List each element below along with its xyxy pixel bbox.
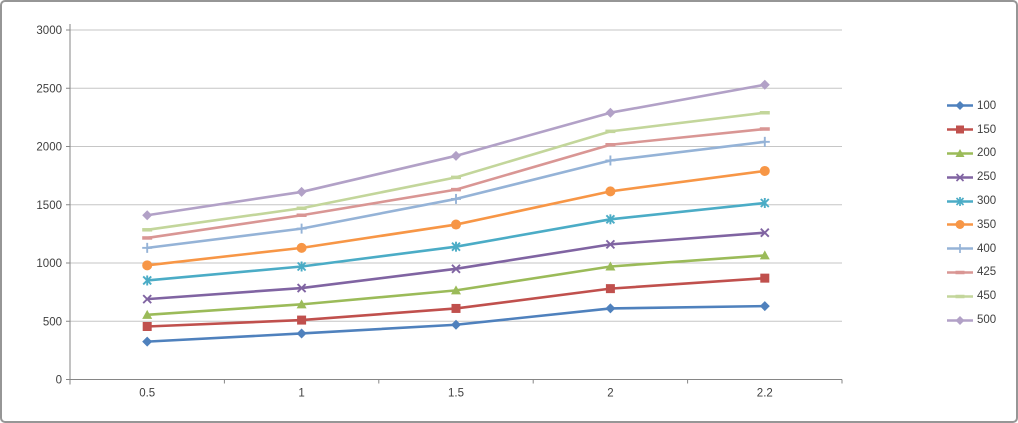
marker-stroke	[760, 228, 770, 238]
x-axis-label-1.5: 1.5	[448, 388, 464, 400]
marker-diamond	[605, 303, 616, 314]
legend-item-500: 500	[946, 308, 996, 332]
legend-item-425: 425	[946, 261, 996, 285]
series-markers-250	[142, 228, 770, 304]
asterisk-legend-marker-icon	[947, 196, 973, 206]
legend-label: 450	[977, 290, 997, 303]
legend-label: 425	[977, 266, 997, 279]
legend-item-450: 450	[946, 284, 996, 308]
marker-diamond	[759, 79, 770, 90]
legend-label: 500	[977, 314, 997, 327]
marker-triangle	[451, 285, 461, 295]
y-axis-label-500: 500	[43, 316, 62, 328]
dash-legend-marker-icon	[947, 294, 973, 299]
diamond-legend-marker-icon	[947, 101, 973, 111]
square-legend-marker-icon	[947, 125, 973, 134]
y-axis-label-0: 0	[56, 375, 62, 387]
triangle-legend-marker-icon	[947, 148, 973, 157]
marker-diamond	[142, 336, 153, 347]
marker-stroke	[451, 264, 461, 274]
legend-item-400: 400	[946, 237, 996, 261]
marker-triangle	[142, 309, 153, 319]
series-markers-425	[142, 127, 770, 240]
marker-triangle	[296, 299, 307, 309]
series-markers-150	[142, 273, 770, 331]
marker-stroke	[296, 283, 307, 293]
marker-circle	[142, 260, 153, 271]
legend-item-350: 350	[946, 213, 996, 237]
marker-stroke	[955, 173, 965, 182]
marker-square	[760, 273, 770, 283]
circle-legend-marker-icon	[947, 220, 973, 230]
x-axis-label-2: 2	[607, 388, 613, 400]
legend-item-300: 300	[946, 189, 996, 213]
marker-stroke	[605, 239, 616, 250]
marker-stroke	[142, 275, 152, 286]
marker-circle	[759, 165, 770, 176]
marker-circle	[605, 186, 616, 197]
marker-diamond	[955, 315, 965, 325]
marker-square	[297, 315, 307, 325]
plus-legend-marker-icon	[947, 244, 973, 254]
marker-diamond	[451, 150, 461, 161]
legend-item-150: 150	[946, 118, 996, 142]
x-axis-label-2.2: 2.2	[757, 388, 773, 400]
marker-stroke	[955, 196, 965, 206]
y-axis-label-2000: 2000	[36, 142, 62, 154]
legend-label: 150	[977, 123, 997, 136]
series-markers-100	[142, 301, 770, 347]
marker-diamond	[605, 107, 616, 118]
series-markers-500	[142, 79, 770, 221]
x-axis-label-1: 1	[298, 388, 304, 400]
series-markers-450	[142, 110, 770, 232]
chart-legend: 100 150 200 250 300 350 400 425 450 500	[946, 94, 996, 332]
marker-stroke	[142, 294, 152, 304]
marker-stroke	[605, 214, 616, 224]
legend-label: 250	[977, 171, 997, 184]
x-axis-label-0.5: 0.5	[139, 388, 155, 400]
legend-label: 300	[977, 195, 997, 208]
marker-diamond	[955, 101, 965, 111]
marker-circle	[955, 220, 965, 230]
marker-square	[605, 284, 615, 294]
marker-stroke	[296, 261, 307, 272]
legend-item-200: 200	[946, 142, 996, 166]
y-axis-label-1500: 1500	[36, 200, 62, 212]
marker-diamond	[296, 186, 307, 197]
series-markers-400	[142, 136, 770, 253]
y-axis-label-1000: 1000	[36, 258, 62, 270]
legend-label: 200	[977, 147, 997, 160]
marker-square	[142, 321, 152, 331]
marker-circle	[451, 219, 461, 230]
diamond-legend-marker-icon	[947, 315, 973, 325]
marker-triangle	[759, 250, 770, 260]
series-markers-300	[142, 198, 770, 286]
series-markers-350	[142, 165, 770, 271]
marker-diamond	[759, 301, 770, 312]
legend-item-250: 250	[946, 165, 996, 189]
marker-stroke	[451, 242, 461, 252]
legend-label: 100	[977, 99, 997, 112]
legend-label: 400	[977, 242, 997, 255]
marker-diamond	[451, 319, 461, 330]
marker-circle	[296, 242, 307, 253]
marker-diamond	[142, 210, 153, 221]
marker-diamond	[296, 328, 307, 339]
y-axis-label-2500: 2500	[36, 83, 62, 95]
marker-square	[956, 125, 964, 134]
legend-item-100: 100	[946, 94, 996, 118]
y-axis-label-3000: 3000	[36, 25, 62, 37]
marker-triangle	[605, 261, 616, 271]
series-markers-200	[142, 250, 770, 319]
marker-square	[451, 303, 461, 313]
marker-stroke	[760, 198, 770, 208]
legend-label: 350	[977, 218, 997, 231]
dash-legend-marker-icon	[947, 270, 973, 275]
x-legend-marker-icon	[947, 173, 973, 182]
marker-triangle	[955, 148, 965, 157]
